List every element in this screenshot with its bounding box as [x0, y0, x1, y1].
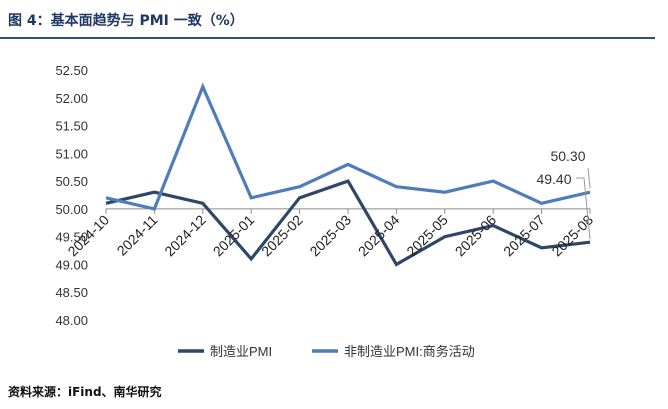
- y-tick-label: 50.00: [55, 202, 88, 217]
- y-tick-label: 51.50: [55, 119, 88, 134]
- x-tick-label: 2025-03: [306, 212, 354, 260]
- y-tick-label: 51.00: [55, 146, 88, 161]
- leader-line: [587, 167, 591, 189]
- y-tick-label: 49.50: [55, 230, 88, 245]
- y-tick-label: 48.00: [55, 313, 88, 328]
- x-tick-label: 2025-08: [548, 212, 596, 260]
- series-line-manufacturing-pmi: [105, 179, 591, 267]
- leader-line: [576, 177, 591, 240]
- data-label: 49.40: [536, 171, 571, 187]
- figure-title: 图 4：基本面趋势与 PMI 一致（%）: [8, 13, 244, 29]
- title-rule: [0, 37, 655, 39]
- x-tick-label: 2024-11: [114, 212, 161, 259]
- x-tick-label: 2025-06: [452, 212, 500, 260]
- y-tick-label: 52.50: [55, 63, 88, 78]
- legend-label-non-manufacturing-pmi: 非制造业PMI:商务活动: [344, 344, 475, 359]
- x-tick-label: 2025-07: [500, 212, 548, 260]
- source-note: 资料来源：iFind、南华研究: [8, 385, 162, 399]
- legend: 制造业PMI 非制造业PMI:商务活动: [178, 344, 475, 359]
- x-tick-label: 2024-12: [161, 212, 209, 260]
- data-label: 50.30: [550, 148, 585, 164]
- data-labels: 49.40 50.30: [536, 148, 591, 240]
- series-line-non-manufacturing-pmi: [105, 82, 591, 211]
- y-tick-label: 48.50: [55, 285, 88, 300]
- x-tick-label: 2025-04: [355, 212, 403, 260]
- legend-label-manufacturing-pmi: 制造业PMI: [210, 344, 272, 359]
- y-tick-label: 50.50: [55, 174, 88, 189]
- y-axis-ticks: 48.00 48.50 49.00 49.50 50.00 50.50 51.00 51.50…: [55, 63, 88, 328]
- x-axis-labels: 2024-10 2024-11 2024-12 2025-01 2025-02 2025-…: [64, 212, 596, 260]
- y-tick-label: 49.00: [55, 257, 88, 272]
- series-layer: [105, 82, 591, 267]
- x-axis-tick-marks: [105, 208, 591, 214]
- y-tick-label: 52.00: [55, 91, 88, 106]
